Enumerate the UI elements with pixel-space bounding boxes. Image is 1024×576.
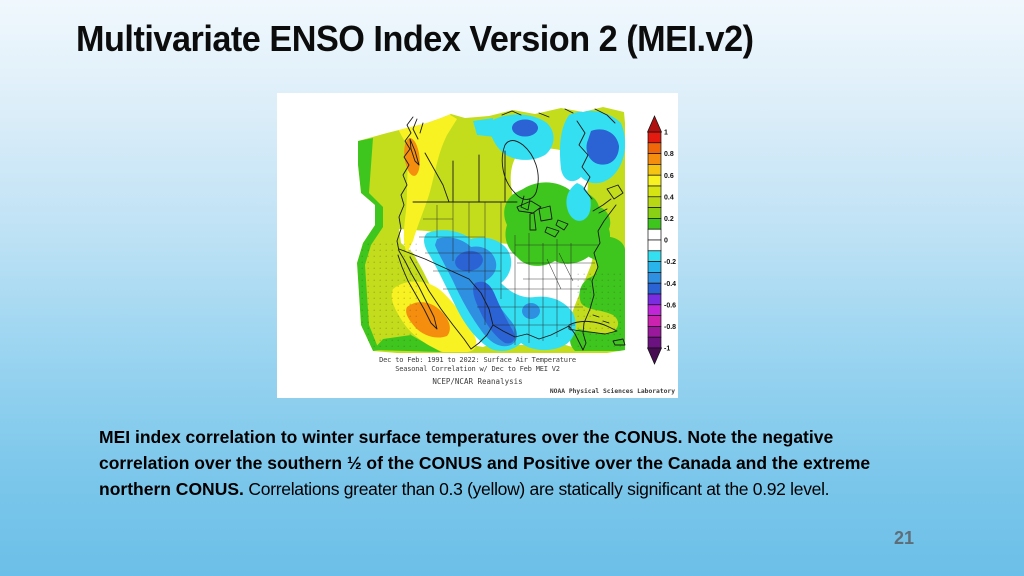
colorbar-legend: 1 0.8 0.6 0.4 0.2 0 -0.2 -0.4 -0.6 -0.8 -1 — [646, 115, 676, 365]
map-state-borders — [419, 202, 599, 345]
svg-text:-0.6: -0.6 — [664, 302, 676, 309]
correlation-map-figure: 1 0.8 0.6 0.4 0.2 0 -0.2 -0.4 -0.6 -0.8 -1 Dec to … — [277, 93, 678, 398]
slide-body-text: MEI index correlation to winter surface … — [99, 424, 979, 502]
svg-text:0: 0 — [664, 238, 668, 245]
svg-text:1: 1 — [664, 130, 668, 137]
svg-text:-1: -1 — [664, 346, 670, 353]
body-text-line3-normal: Correlations greater than 0.3 (yellow) a… — [243, 479, 830, 499]
svg-text:0.6: 0.6 — [664, 173, 674, 180]
slide-title: Multivariate ENSO Index Version 2 (MEI.v… — [76, 18, 754, 59]
svg-text:-0.4: -0.4 — [664, 281, 676, 288]
page-number: 21 — [894, 528, 915, 548]
svg-text:0.8: 0.8 — [664, 151, 674, 158]
body-text-line2: correlation over the southern ½ of the C… — [99, 453, 871, 473]
body-text-line1: MEI index correlation to winter surface … — [99, 427, 834, 447]
svg-text:0.4: 0.4 — [664, 194, 674, 201]
body-text-line3-bold: northern CONUS. — [99, 479, 244, 499]
svg-text:-0.8: -0.8 — [664, 324, 676, 331]
figure-caption-line2: Seasonal Correlation w/ Dec to Feb MEI V… — [395, 365, 560, 373]
figure-credit: NOAA Physical Sciences Laboratory — [549, 388, 675, 395]
body-text-line3: northern CONUS. Correlations greater tha… — [99, 476, 979, 502]
correlation-map-graphic: 1 0.8 0.6 0.4 0.2 0 -0.2 -0.4 -0.6 -0.8 -1 — [357, 107, 676, 365]
svg-text:0.2: 0.2 — [664, 216, 674, 223]
map-filled-contours — [357, 107, 625, 353]
figure-caption-line1: Dec to Feb: 1991 to 2022: Surface Air Te… — [379, 356, 576, 364]
svg-text:-0.2: -0.2 — [664, 259, 676, 266]
figure-caption-line3: NCEP/NCAR Reanalysis — [432, 377, 523, 386]
map-outlines — [396, 108, 626, 351]
